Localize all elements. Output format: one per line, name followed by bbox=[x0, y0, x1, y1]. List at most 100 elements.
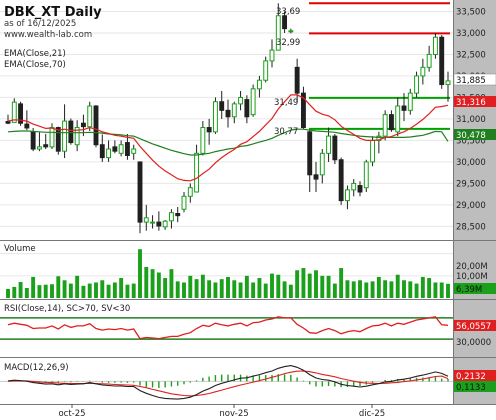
price-tick-label: 29,000 bbox=[456, 201, 486, 211]
price-levels bbox=[309, 2, 450, 130]
candle-body bbox=[112, 146, 118, 152]
volume-bar bbox=[358, 280, 362, 298]
price-tick-label: 33,500 bbox=[456, 7, 486, 17]
volume-bar bbox=[31, 276, 36, 298]
volume-bar bbox=[414, 283, 419, 298]
candle-body bbox=[445, 80, 451, 86]
volume-bar bbox=[18, 282, 23, 298]
volume-bars: 10,00M bbox=[0, 249, 488, 298]
volume-bar bbox=[307, 273, 312, 298]
volume-bar bbox=[395, 274, 400, 298]
candle-body bbox=[181, 195, 187, 210]
volume-bar bbox=[6, 288, 10, 298]
ema70-badge bbox=[454, 129, 496, 140]
candle-body bbox=[269, 49, 275, 62]
candle-body bbox=[432, 36, 438, 55]
candle-body bbox=[187, 187, 193, 197]
candle-body bbox=[175, 213, 181, 217]
volume-bar bbox=[156, 272, 161, 298]
candle-body bbox=[212, 101, 218, 133]
volume-bar bbox=[87, 283, 92, 298]
volume-bar bbox=[364, 282, 369, 298]
candle-body bbox=[288, 30, 294, 33]
candle-body bbox=[49, 127, 55, 148]
candle-body bbox=[382, 114, 388, 137]
chart-title: DBK_XT Daily bbox=[4, 5, 102, 20]
price-ema-lines bbox=[7, 94, 449, 182]
x-axis: oct-25 nov-25 dic-25 bbox=[58, 404, 385, 419]
candle-body bbox=[106, 148, 112, 159]
volume-bar bbox=[131, 283, 136, 298]
volume-bar bbox=[188, 275, 193, 298]
legend-ema70: EMA(Close,70) bbox=[4, 60, 66, 70]
candle-body bbox=[68, 120, 74, 144]
candle-body bbox=[200, 127, 206, 154]
volume-bar bbox=[24, 288, 29, 298]
candle-body bbox=[370, 139, 376, 163]
volume-bar bbox=[182, 282, 186, 298]
candle-body bbox=[162, 220, 168, 228]
volume-bar bbox=[288, 284, 293, 298]
volume-bar bbox=[207, 280, 212, 298]
rsi-tick: 30,0000 bbox=[456, 338, 491, 348]
candle-body bbox=[168, 212, 174, 222]
candle-body bbox=[143, 217, 149, 223]
macd-badge-text: 0,2132 bbox=[456, 372, 486, 382]
volume-bar bbox=[238, 282, 243, 298]
volume-badge bbox=[454, 283, 496, 294]
candle-body bbox=[18, 103, 24, 124]
watermark: www.wealth-lab.com bbox=[4, 30, 92, 40]
price-badge bbox=[453, 73, 496, 86]
volume-bar bbox=[408, 281, 413, 298]
x-axis-label: nov-25 bbox=[219, 409, 248, 419]
volume-bar bbox=[244, 275, 249, 298]
volume-bar bbox=[345, 280, 350, 298]
candle-body bbox=[407, 92, 413, 111]
volume-bar bbox=[37, 285, 42, 298]
macd-badge bbox=[454, 370, 496, 381]
volume-bar bbox=[439, 282, 444, 298]
candle-body bbox=[231, 103, 237, 118]
x-axis-label: oct-25 bbox=[58, 409, 85, 419]
candle-body bbox=[332, 135, 338, 161]
candle-body bbox=[420, 66, 426, 77]
rsi-badge-text: 56,0557 bbox=[456, 322, 491, 332]
candle-body bbox=[118, 144, 124, 154]
candle-body bbox=[36, 146, 42, 150]
volume-bar bbox=[446, 283, 450, 298]
candle-body bbox=[313, 174, 319, 180]
candle-body bbox=[137, 161, 143, 223]
volume-label: Volume bbox=[4, 244, 36, 254]
candle-body bbox=[351, 182, 357, 191]
candle-body bbox=[30, 131, 36, 150]
price-tick-label: 31,000 bbox=[456, 115, 486, 125]
volume-bar bbox=[194, 279, 199, 298]
volume-bar bbox=[125, 284, 130, 298]
volume-tick: 20,00M bbox=[456, 262, 488, 272]
rsi-line bbox=[7, 316, 449, 340]
macd-signal-badge bbox=[454, 381, 496, 392]
candle-body bbox=[263, 60, 269, 81]
volume-bar bbox=[68, 283, 73, 298]
volume-bar bbox=[100, 280, 105, 298]
candle-body bbox=[238, 96, 244, 105]
volume-bar bbox=[232, 280, 237, 298]
candle-body bbox=[282, 15, 288, 30]
as-of-date: as of 16/12/2025 bbox=[4, 19, 76, 29]
volume-bar bbox=[213, 282, 218, 298]
candle-body bbox=[326, 135, 332, 154]
price-tick-label: 33,000 bbox=[456, 29, 486, 39]
candle-body bbox=[225, 109, 231, 118]
volume-bar bbox=[43, 284, 48, 298]
volume-bar bbox=[175, 281, 180, 298]
volume-bar bbox=[219, 279, 224, 298]
volume-bar bbox=[257, 278, 262, 298]
volume-bar bbox=[226, 276, 230, 298]
level-label: 31,49 bbox=[274, 98, 298, 108]
volume-bar bbox=[12, 286, 17, 298]
macd-line bbox=[7, 365, 449, 400]
candle-body bbox=[319, 152, 325, 176]
volume-bar bbox=[276, 274, 281, 298]
volume-bar bbox=[339, 268, 344, 298]
candle-body bbox=[74, 127, 80, 146]
